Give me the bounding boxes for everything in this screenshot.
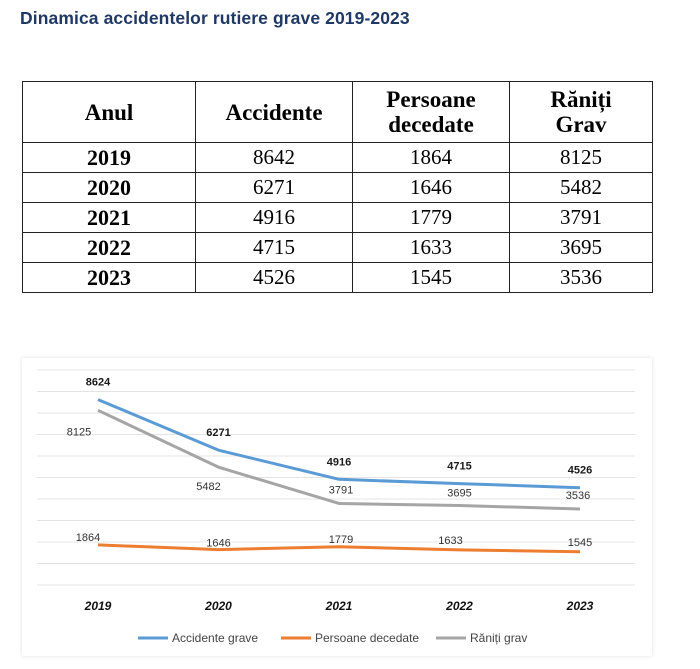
- cell-accidente: 6271: [195, 172, 353, 203]
- data-label: 3695: [447, 488, 471, 500]
- header-label: Accidente: [225, 99, 323, 125]
- cell-year: 2021: [22, 202, 196, 233]
- header-label: decedate: [388, 112, 474, 137]
- data-label: 1545: [568, 537, 592, 549]
- table-row: 2023 4526 1545 3536: [22, 262, 653, 293]
- cell-raniti: 3791: [509, 202, 653, 233]
- line-chart: 8624 6271 4916 4715 4526 1864 1646 1779 1633 1545…: [37, 369, 635, 645]
- header-label: Grav: [555, 112, 607, 137]
- line-chart-panel: 8624 6271 4916 4715 4526 1864 1646 1779 1633 1545…: [22, 358, 652, 656]
- cell-accidente: 4715: [195, 232, 353, 263]
- header-label: Persoane: [386, 87, 476, 112]
- cell-raniti: 3536: [509, 262, 653, 293]
- data-label: 1864: [76, 532, 100, 544]
- cell-raniti: 8125: [509, 142, 653, 173]
- cell-decedate: 1545: [352, 262, 510, 293]
- data-label: 4526: [568, 465, 592, 477]
- table-row: 2022 4715 1633 3695: [22, 232, 653, 263]
- cell-year: 2019: [22, 142, 196, 173]
- cell-raniti: 5482: [509, 172, 653, 203]
- cell-year: 2020: [22, 172, 196, 203]
- data-label: 4715: [447, 461, 471, 473]
- data-label: 4916: [327, 456, 351, 468]
- data-label: 8125: [67, 426, 91, 438]
- header-accidente: Accidente: [195, 81, 353, 143]
- cell-accidente: 4916: [195, 202, 353, 233]
- cell-year: 2022: [22, 232, 196, 263]
- cell-decedate: 1779: [352, 202, 510, 233]
- cell-accidente: 8642: [195, 142, 353, 173]
- header-persoane-decedate: Persoane decedate: [352, 81, 510, 143]
- x-tick-label: 2019: [84, 599, 112, 613]
- series-line-r-ni-i-grav: [97, 408, 581, 511]
- legend-label: Persoane decedate: [315, 631, 419, 645]
- header-label: Anul: [84, 99, 134, 125]
- cell-raniti: 3695: [509, 232, 653, 263]
- table-row: 2021 4916 1779 3791: [22, 202, 653, 233]
- data-label: 3791: [329, 484, 353, 496]
- data-label: 1633: [438, 535, 462, 547]
- legend-label: Răniți grav: [470, 631, 527, 645]
- table-row: 2019 8642 1864 8125: [22, 142, 653, 173]
- x-tick-label: 2020: [204, 599, 232, 613]
- cell-year: 2023: [22, 262, 196, 293]
- series-line-persoane-decedate: [97, 543, 581, 554]
- accidents-table: Anul Accidente Persoane decedate Răniți Gr…: [22, 81, 653, 293]
- header-anul: Anul: [22, 81, 196, 143]
- cell-decedate: 1864: [352, 142, 510, 173]
- table-header-row: Anul Accidente Persoane decedate Răniți Gr…: [22, 81, 653, 143]
- cell-accidente: 4526: [195, 262, 353, 293]
- x-tick-label: 2022: [445, 599, 473, 613]
- x-tick-label: 2023: [566, 599, 594, 613]
- data-label: 1779: [329, 534, 353, 546]
- data-label: 6271: [206, 427, 230, 439]
- header-label: Răniți: [550, 87, 612, 112]
- x-tick-label: 2021: [325, 599, 353, 613]
- legend-label: Accidente grave: [172, 631, 258, 645]
- cell-decedate: 1633: [352, 232, 510, 263]
- header-raniti-grav: Răniți Grav: [509, 81, 653, 143]
- page-title: Dinamica accidentelor rutiere grave 2019…: [20, 8, 410, 28]
- data-label: 1646: [206, 538, 230, 550]
- cell-decedate: 1646: [352, 172, 510, 203]
- data-label: 3536: [566, 490, 590, 502]
- table-row: 2020 6271 1646 5482: [22, 172, 653, 203]
- data-label: 5482: [196, 481, 220, 493]
- data-label: 8624: [86, 377, 111, 389]
- series-line-accidente-grave: [97, 398, 581, 490]
